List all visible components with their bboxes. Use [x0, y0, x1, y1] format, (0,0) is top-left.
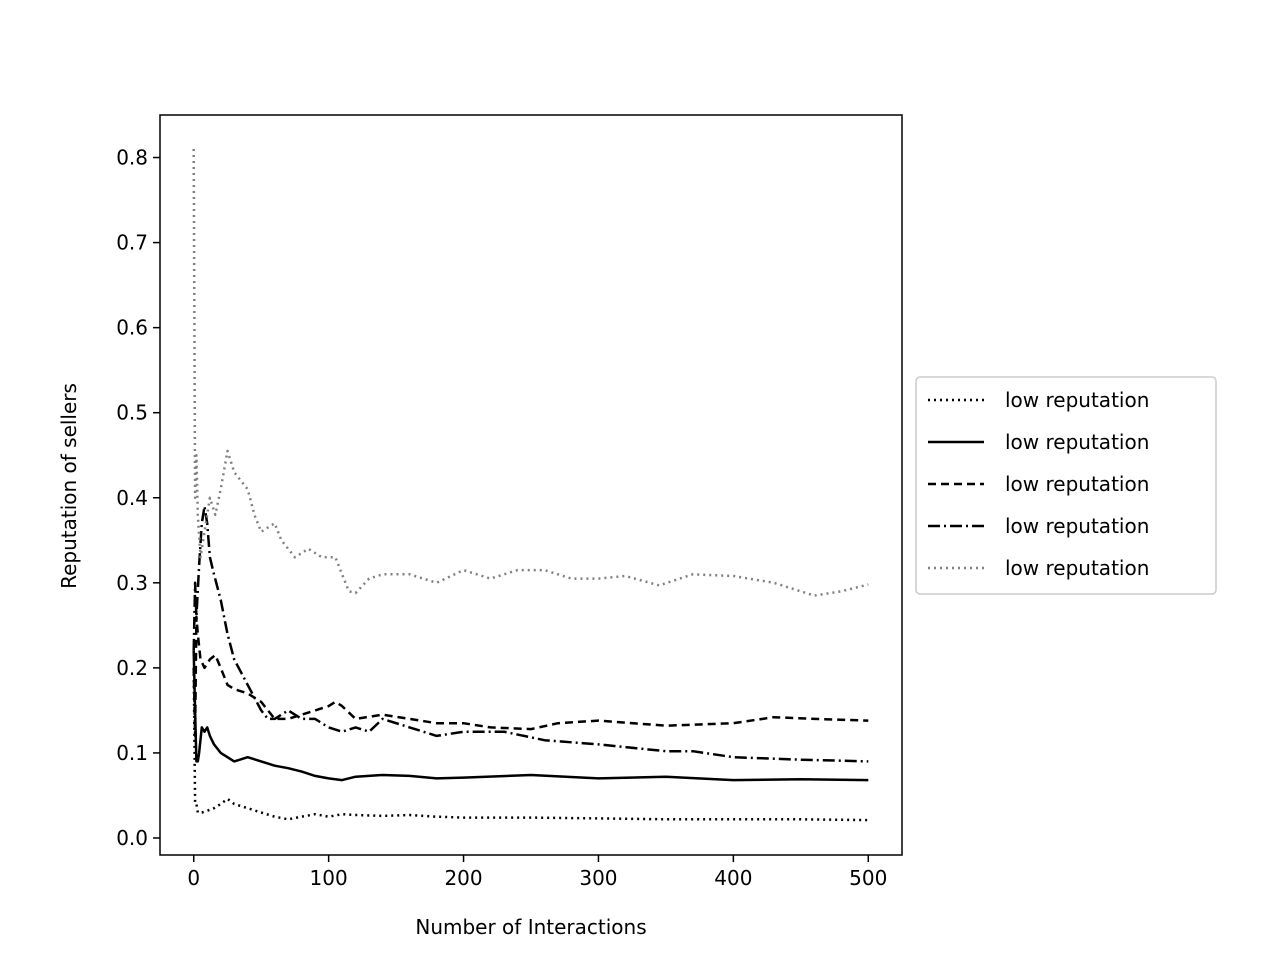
series-line-3: [192, 615, 869, 738]
y-tick-label: 0.8: [116, 146, 148, 170]
x-tick-label: 300: [579, 866, 617, 890]
x-tick-label: 500: [849, 866, 887, 890]
y-tick-label: 0.3: [116, 571, 148, 595]
y-tick-label: 0.5: [116, 401, 148, 425]
legend-label: low reputation: [1005, 430, 1149, 454]
legend: low reputation low reputation low reputati…: [915, 376, 1217, 595]
legend-label: low reputation: [1005, 556, 1149, 580]
x-tick-label: 0: [187, 866, 200, 890]
y-tick-label: 0.2: [116, 656, 148, 680]
series-layer: [192, 148, 869, 822]
x-axis-ticks: 0 100 200 300 400 500: [187, 855, 887, 890]
plot-frame: [159, 114, 903, 856]
y-tick-label: 0.1: [116, 741, 148, 765]
y-tick-label: 0.7: [116, 231, 148, 255]
y-tick-label: 0.4: [116, 486, 148, 510]
y-axis-ticks: 0.0 0.1 0.2 0.3 0.4 0.5 0.6 0.7 0.8: [116, 146, 160, 850]
x-tick-label: 100: [310, 866, 348, 890]
series-line-2: [192, 650, 869, 782]
series-line-1: [192, 667, 869, 822]
legend-label: low reputation: [1005, 472, 1149, 496]
y-tick-label: 0.6: [116, 316, 148, 340]
legend-frame: [915, 376, 1217, 595]
series-line-4: [192, 505, 869, 763]
x-tick-label: 200: [444, 866, 482, 890]
x-axis-label: Number of Interactions: [415, 915, 646, 939]
series-line-5: [192, 148, 869, 597]
legend-label: low reputation: [1005, 514, 1149, 538]
y-tick-label: 0.0: [116, 826, 148, 850]
x-tick-label: 400: [714, 866, 752, 890]
y-axis-label: Reputation of sellers: [57, 383, 81, 589]
legend-label: low reputation: [1005, 388, 1149, 412]
